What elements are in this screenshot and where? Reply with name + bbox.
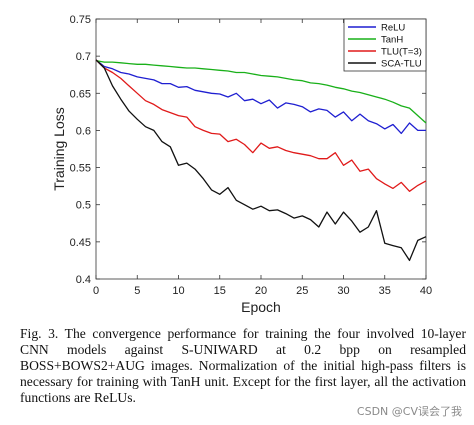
training-loss-chart: 0 5 10 15 20 25 30 35 40 0.40.450.50.550.60.650.… — [51, 14, 432, 315]
figure-caption: Fig. 3. The convergence performance for … — [20, 326, 466, 405]
x-tick-label: 25 — [296, 285, 308, 297]
x-tick-label: 10 — [172, 285, 184, 297]
x-axis-ticks: 0 5 10 15 20 25 30 35 40 — [93, 19, 432, 297]
legend-label-sca-tlu: SCA-TLU — [381, 59, 422, 70]
y-tick-label: 0.6 — [76, 125, 91, 137]
x-axis-label: Epoch — [241, 299, 281, 315]
y-tick-label: 0.65 — [70, 88, 91, 100]
x-tick-label: 30 — [337, 285, 349, 297]
watermark: CSDN @CV误会了我 — [356, 405, 462, 418]
x-tick-label: 15 — [214, 285, 226, 297]
y-tick-label: 0.5 — [76, 200, 91, 212]
x-tick-label: 20 — [255, 285, 267, 297]
series-line-sca-tlu — [95, 59, 427, 262]
y-axis-ticks: 0.4 0.45 0.5 0.55 0.6 0.65 0.7 0.75 — [70, 14, 426, 286]
series-lines — [95, 59, 427, 262]
y-tick-label: 0.55 — [70, 163, 91, 175]
y-tick-label: 0.75 — [70, 14, 91, 26]
legend-label-tlu-t-3: TLU(T=3) — [381, 47, 422, 58]
y-tick-label: 0.4 — [76, 274, 91, 286]
series-line-relu — [95, 59, 426, 135]
legend-label-tanh: TanH — [381, 35, 403, 46]
y-tick-label: 0.7 — [76, 51, 91, 63]
y-axis-label: Training Loss — [51, 107, 67, 191]
y-tick-label: 0.45 — [70, 237, 91, 249]
x-tick-label: 35 — [379, 285, 391, 297]
x-tick-label: 5 — [134, 285, 140, 297]
series-line-tanh — [95, 59, 427, 124]
series-line-tlu-t-3 — [95, 59, 427, 192]
x-tick-label: 40 — [420, 285, 432, 297]
legend-label-relu: ReLU — [381, 23, 405, 34]
x-tick-label: 0 — [93, 285, 99, 297]
